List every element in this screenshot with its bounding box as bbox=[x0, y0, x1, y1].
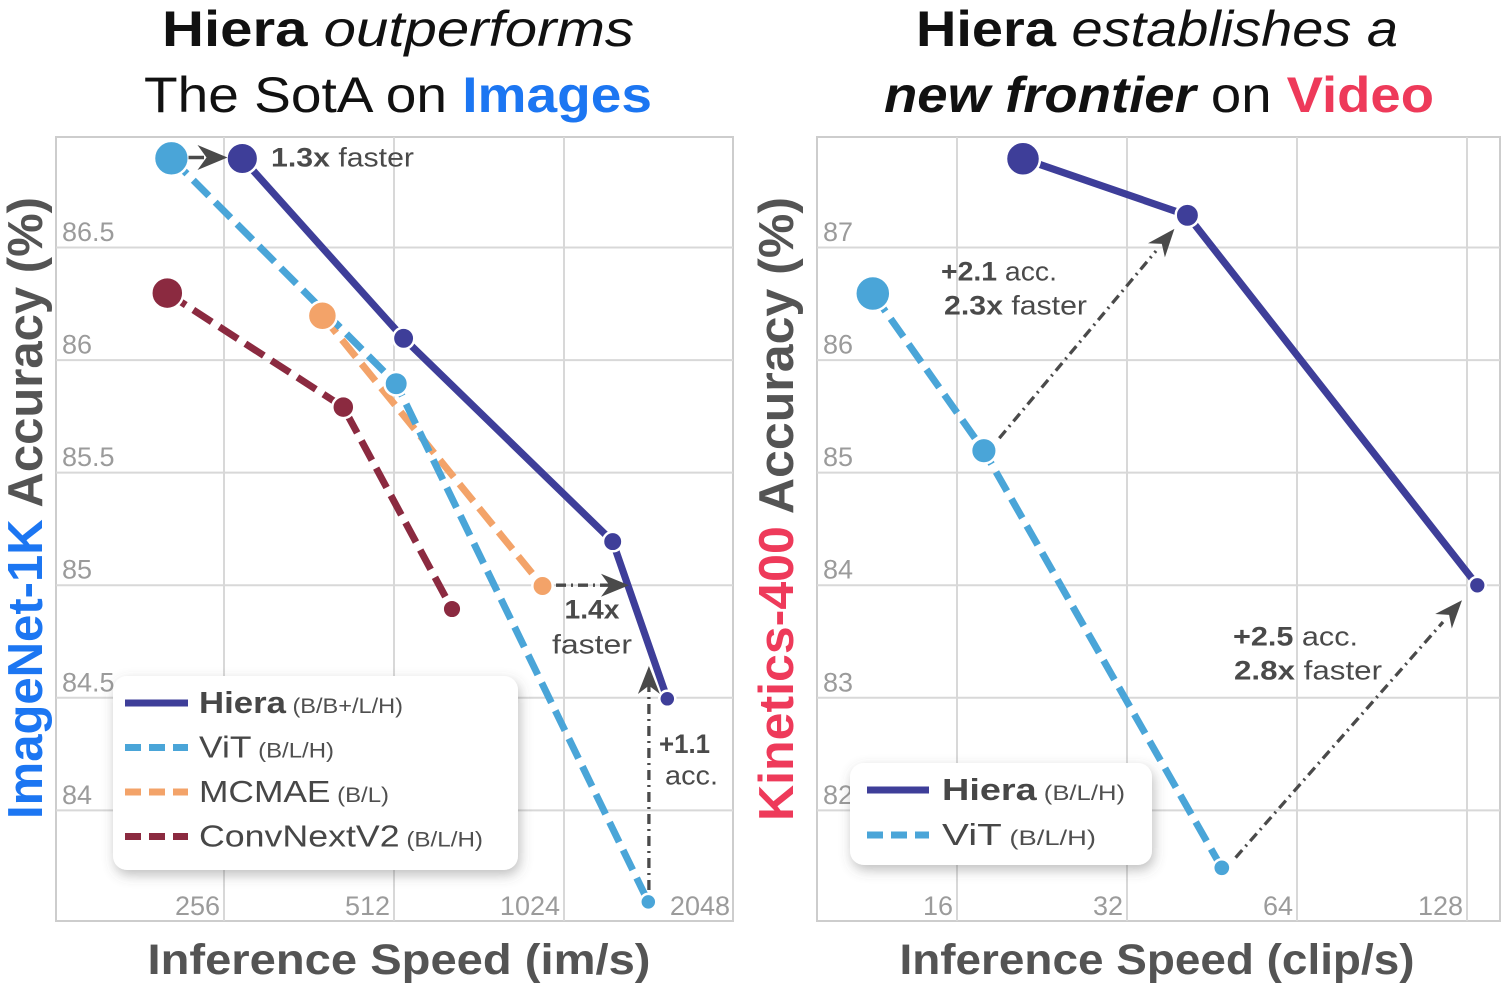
svg-text:2.3x faster: 2.3x faster bbox=[944, 291, 1087, 321]
svg-text:faster: faster bbox=[552, 630, 632, 660]
svg-text:86.5: 86.5 bbox=[62, 217, 115, 247]
svg-text:2.8x faster: 2.8x faster bbox=[1234, 656, 1382, 686]
svg-text:Kinetics-400 Accuracy (%): Kinetics-400 Accuracy (%) bbox=[750, 197, 804, 821]
svg-text:86: 86 bbox=[823, 330, 853, 360]
svg-text:ImageNet-1K Accuracy (%): ImageNet-1K Accuracy (%) bbox=[0, 197, 53, 819]
svg-text:1.4x: 1.4x bbox=[565, 595, 620, 625]
svg-text:new frontier on Video: new frontier on Video bbox=[884, 67, 1434, 123]
svg-text:1024: 1024 bbox=[500, 891, 560, 921]
svg-text:acc.: acc. bbox=[665, 761, 718, 791]
svg-text:83: 83 bbox=[823, 667, 853, 697]
svg-text:86: 86 bbox=[62, 330, 92, 360]
svg-text:84: 84 bbox=[62, 780, 92, 810]
svg-text:85: 85 bbox=[62, 555, 92, 585]
svg-text:+2.1 acc.: +2.1 acc. bbox=[941, 257, 1057, 287]
svg-text:The SotA on Images: The SotA on Images bbox=[144, 67, 652, 123]
svg-text:Inference Speed (clip/s): Inference Speed (clip/s) bbox=[900, 936, 1415, 984]
svg-text:+1.1: +1.1 bbox=[659, 729, 710, 759]
svg-text:85: 85 bbox=[823, 442, 853, 472]
svg-text:2048: 2048 bbox=[670, 891, 730, 921]
svg-text:128: 128 bbox=[1418, 891, 1463, 921]
svg-text:1.3x faster: 1.3x faster bbox=[271, 143, 414, 173]
svg-text:32: 32 bbox=[1093, 891, 1123, 921]
svg-text:Hiera establishes a: Hiera establishes a bbox=[916, 1, 1398, 57]
svg-text:+2.5 acc.: +2.5 acc. bbox=[1233, 622, 1358, 652]
svg-text:64: 64 bbox=[1263, 891, 1293, 921]
svg-text:84.5: 84.5 bbox=[62, 667, 115, 697]
svg-text:16: 16 bbox=[923, 891, 953, 921]
svg-text:Hiera outperforms: Hiera outperforms bbox=[162, 1, 634, 57]
svg-text:82: 82 bbox=[823, 780, 853, 810]
svg-text:84: 84 bbox=[823, 555, 853, 585]
svg-text:Inference Speed (im/s): Inference Speed (im/s) bbox=[148, 936, 651, 984]
svg-text:256: 256 bbox=[175, 891, 220, 921]
svg-text:87: 87 bbox=[823, 217, 853, 247]
svg-text:ConvNextV2 (B/L/H): ConvNextV2 (B/L/H) bbox=[199, 819, 483, 854]
svg-text:85.5: 85.5 bbox=[62, 442, 115, 472]
svg-text:512: 512 bbox=[345, 891, 390, 921]
